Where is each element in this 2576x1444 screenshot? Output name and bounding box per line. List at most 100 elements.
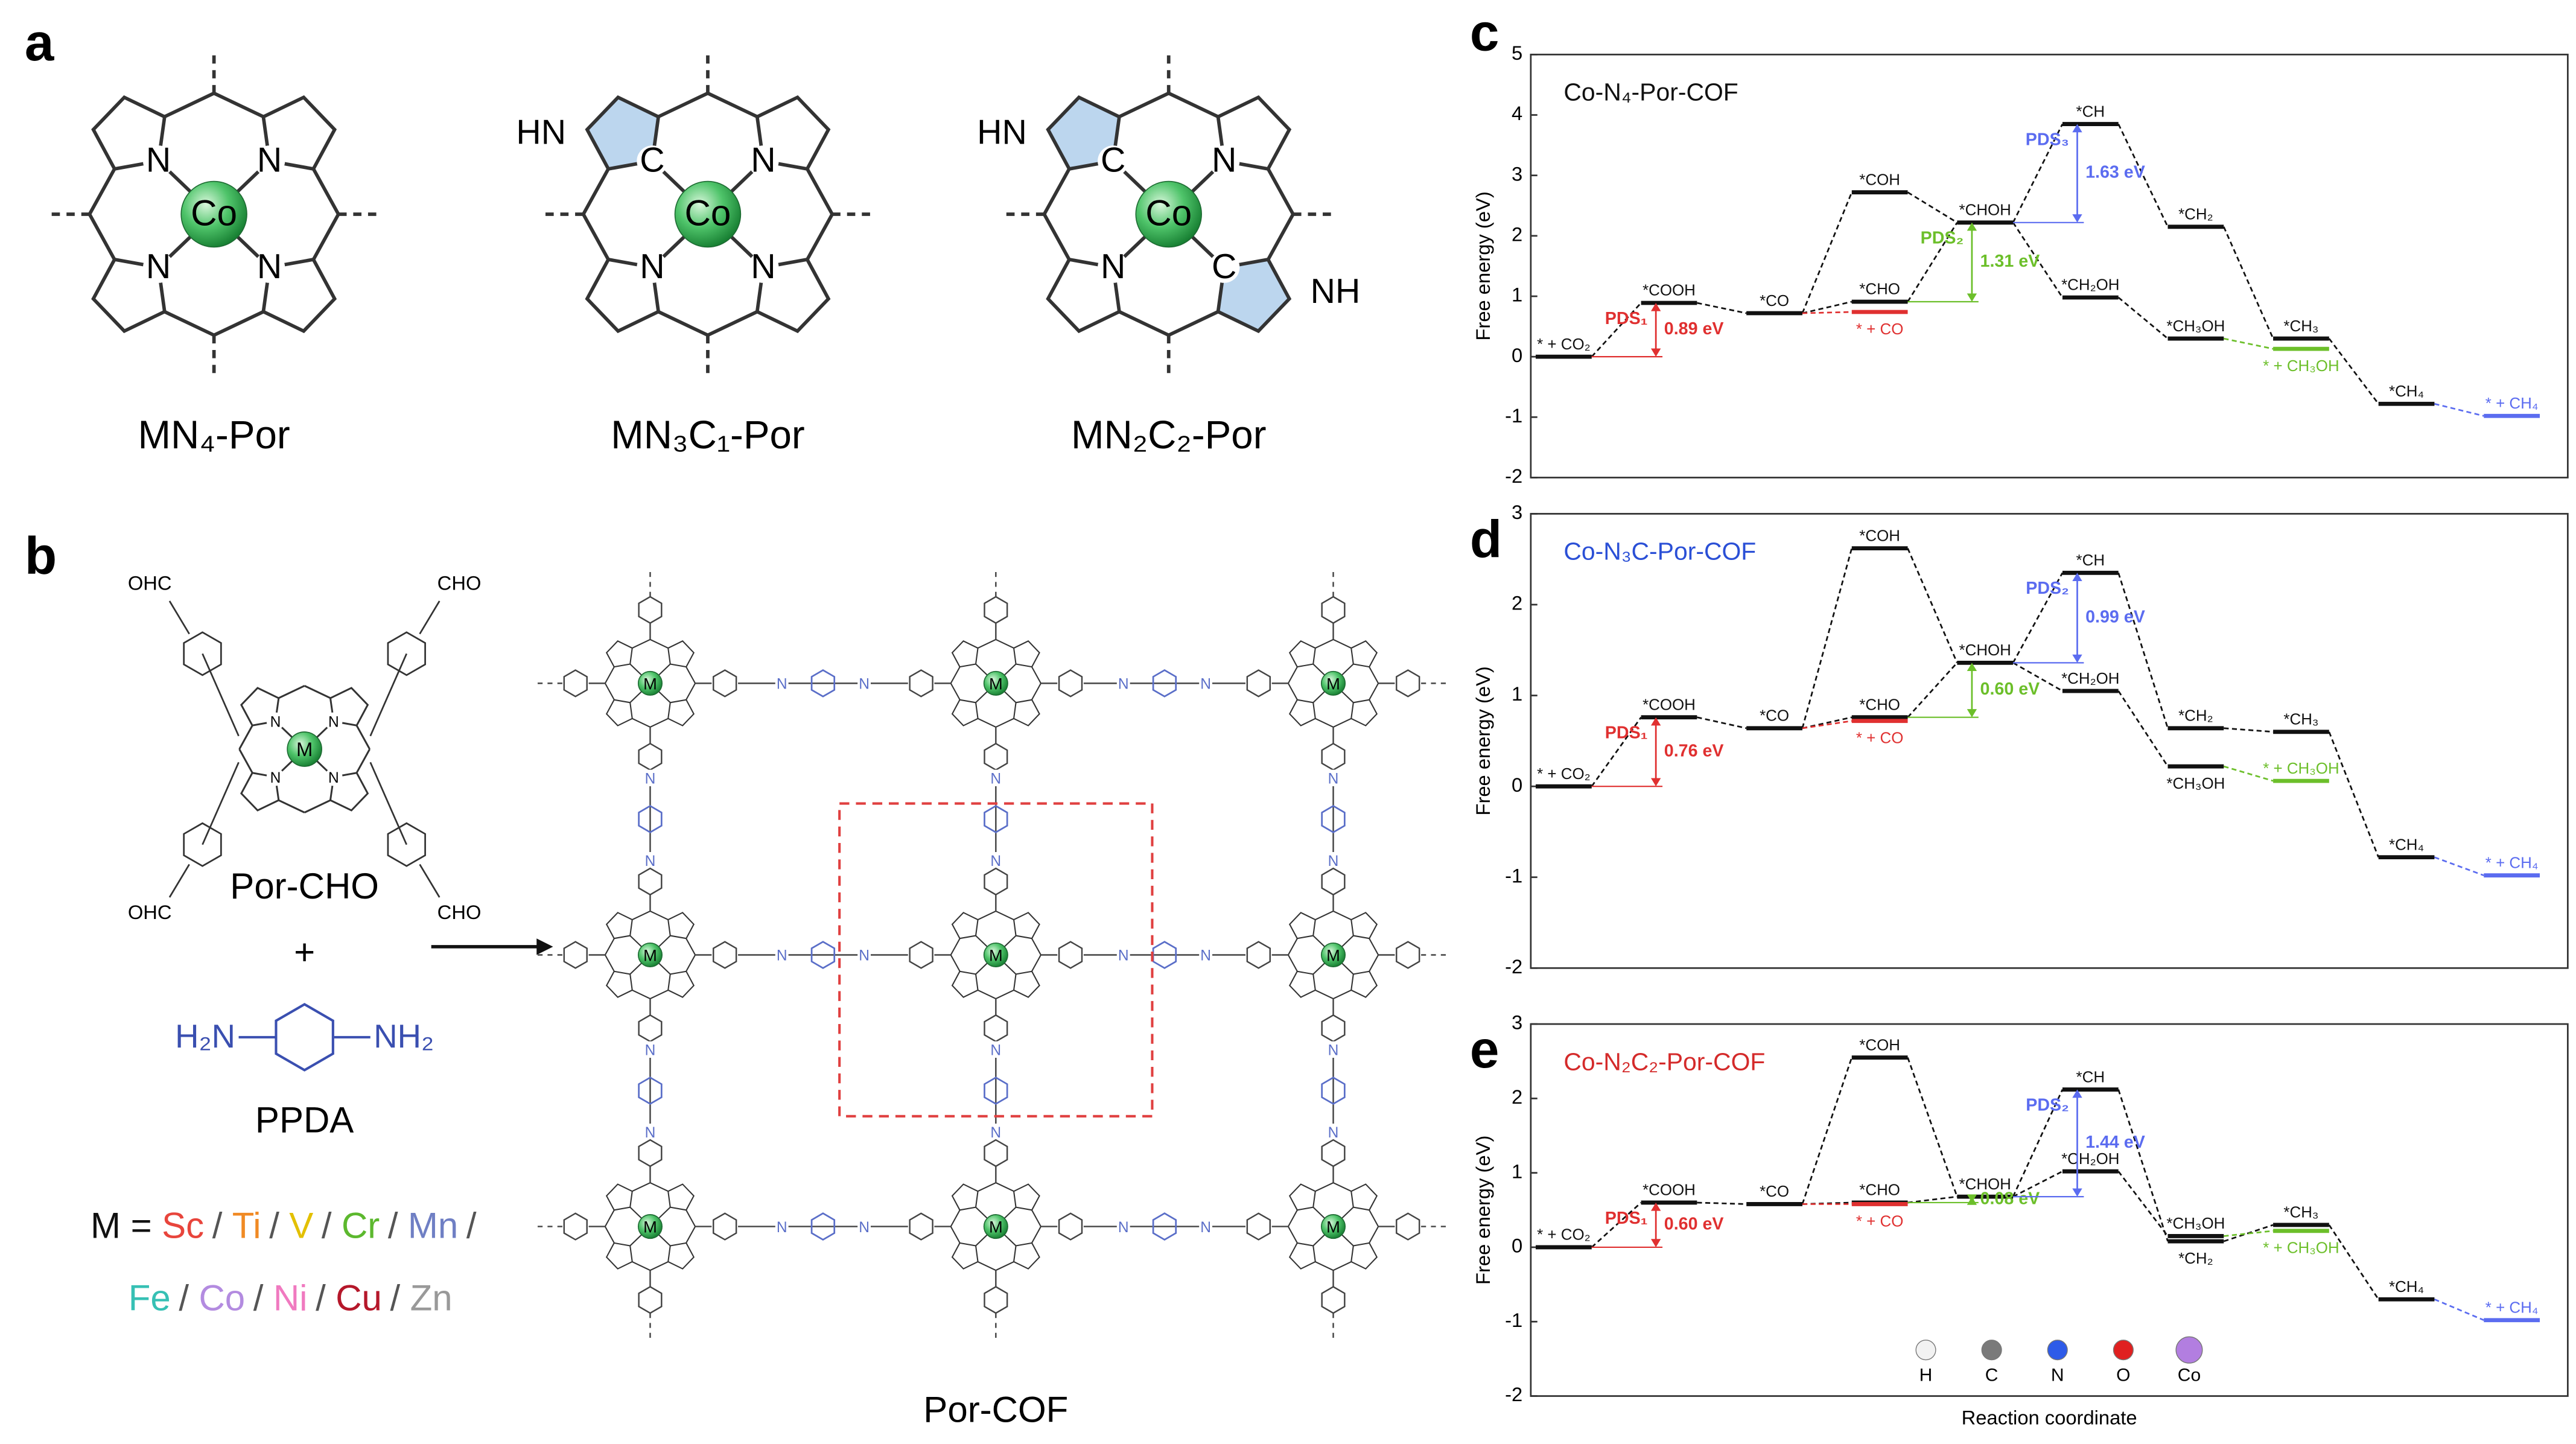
atom-label: N [328,770,339,786]
connector [2117,1171,2169,1237]
atom-backdrop [857,675,871,692]
bond [202,762,240,845]
atom-backdrop [775,1218,789,1235]
amine-group: H₂N [175,1018,235,1055]
benzene-ring [638,1139,663,1168]
metal-text: Fe [129,1277,171,1318]
functional-group: CHO [437,571,482,594]
pyrrole-ring [1350,1242,1378,1270]
bond [978,990,996,999]
bond [604,1226,615,1244]
connector [2117,123,2169,227]
energy-gap-label: 0.60 eV [1664,1215,1724,1234]
pyrrole-ring [951,912,979,940]
benzene-ring [183,822,222,867]
linker-atom: N [990,1125,1001,1141]
metal-label: M [643,1218,657,1236]
connector [2223,765,2274,782]
benzene-ring [1152,941,1177,969]
level-label: *CH₃OH [2166,775,2225,792]
atom-backdrop [775,675,789,692]
bond [1287,938,1298,955]
bond [202,653,240,737]
pyrrole-ring [605,912,633,940]
atom-backdrop [325,712,343,731]
pyrrole-ring [667,1242,695,1270]
connector [1697,716,1747,730]
bond [1118,310,1169,337]
structure-caption: MN₃C₁-Por [611,413,804,457]
linker-atom: N [859,676,870,693]
plot-frame [1530,54,2569,479]
metal-atom [637,1214,663,1239]
linker-atom: N [1200,676,1211,693]
arrow-head [1650,302,1661,311]
atom-label: N [257,141,282,180]
linker-atom: N [1118,676,1129,693]
bond [950,1226,961,1244]
arrow-head [1967,222,1977,231]
atom-backdrop [1209,145,1240,177]
linker-atom: N [777,948,787,964]
bond [1287,954,1298,972]
linker-atom: N [1118,1220,1129,1236]
atom-backdrop [142,252,174,283]
pyrrole-ring [755,257,831,334]
metal-label: Co [191,193,237,234]
atom-backdrop [1116,946,1130,964]
bond [995,910,1014,920]
functional-group: OHC [128,571,172,594]
bond [1031,1226,1042,1244]
benzene-ring [712,941,737,969]
benzene-ring [810,941,836,969]
pyrrole-ring [951,699,979,727]
bond [1333,910,1352,920]
benzene-ring [810,1212,836,1241]
y-tick-label: 0 [1512,1235,1522,1257]
atom-backdrop [989,1124,1003,1140]
y-tick-label: 2 [1512,592,1522,614]
bond [164,310,215,337]
bond [304,685,331,699]
bond [685,938,696,955]
atom-label: C [1101,141,1125,180]
bond [707,310,758,337]
bond [995,717,1014,728]
atom-backdrop [266,712,285,731]
bond [657,91,709,119]
linker-atom: N [990,853,1001,870]
atom-label: N [751,247,775,286]
level-label: * + CH₃OH [2263,1240,2339,1257]
arrow-head [1967,293,1977,302]
connector [2117,296,2169,340]
linker-atom: N [1328,853,1339,870]
energy-gap-label: 0.76 eV [1664,742,1724,761]
pyrrole-ring [1013,1183,1040,1211]
metal-atom [983,942,1008,967]
level-label: *CO [1760,293,1789,310]
level-label: *CH₄ [2389,1279,2424,1296]
bond [650,1261,669,1271]
atom-label: HN [977,113,1027,151]
y-tick-label: -2 [1505,955,1522,978]
benzene-ring [1058,1212,1083,1241]
bond [806,213,834,261]
arrow-head [1650,717,1661,726]
linker-atom: N [645,853,656,870]
arrow-head [1650,348,1661,357]
reaction-arrow-head [536,938,553,955]
metal-text: Co [199,1277,245,1318]
atom-backdrop [1326,851,1340,869]
benzene-ring [563,941,588,969]
bond [1369,682,1379,701]
bond [650,638,669,649]
bond [685,666,696,684]
panel-label: c [1470,3,1499,62]
bond [632,1261,650,1271]
arrow-head [1650,1202,1661,1211]
level-label: *CH₃ [2283,1204,2318,1221]
bond [1369,1209,1379,1227]
arrow-head [2072,124,2082,133]
metal-atom [983,1214,1008,1239]
pyrrole-ring [605,970,633,998]
